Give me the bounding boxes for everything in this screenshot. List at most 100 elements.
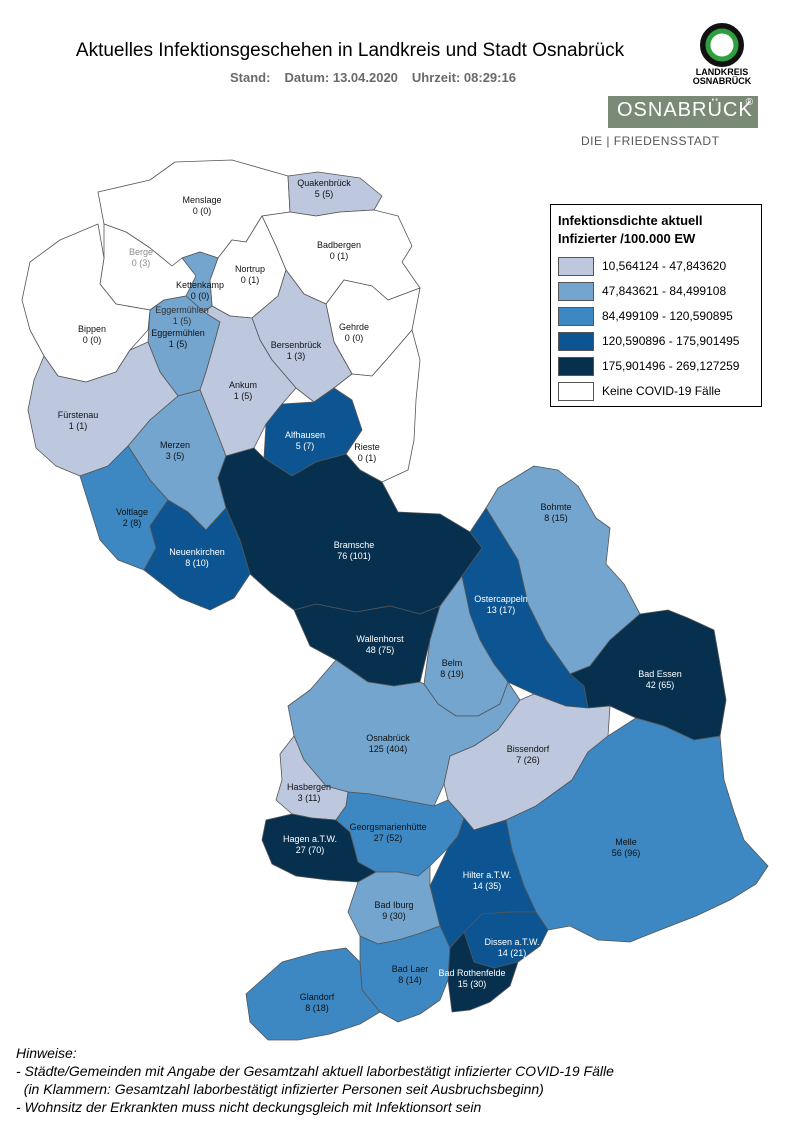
municipality-name-voltlage: Voltlage	[116, 507, 148, 517]
legend-label: Keine COVID-19 Fälle	[602, 384, 721, 398]
region-rieste[interactable]	[333, 329, 421, 483]
legend-item: 175,901496 - 269,127259	[558, 357, 758, 377]
municipality-cases-eggermuehlen_b: 1 (5)	[169, 339, 188, 349]
date-text: Datum: 13.04.2020	[284, 70, 398, 85]
municipality-cases-badlaer: 8 (14)	[398, 975, 422, 985]
legend-item: 84,499109 - 120,590895	[558, 307, 758, 327]
municipality-cases-bramsche: 76 (101)	[337, 551, 371, 561]
municipality-cases-badbergen: 0 (1)	[330, 251, 349, 261]
legend-title-line1: Infektionsdichte aktuell	[558, 213, 703, 228]
legend-swatch	[558, 357, 594, 376]
municipality-cases-alfhausen: 5 (7)	[296, 441, 315, 451]
municipality-name-gehrde: Gehrde	[339, 322, 369, 332]
landkreis-logo-line2: OSNABRÜCK	[692, 76, 752, 86]
stand-label: Stand:	[230, 70, 271, 85]
municipality-cases-bersenbrueck: 1 (3)	[287, 351, 306, 361]
municipality-name-bramsche: Bramsche	[334, 540, 375, 550]
municipality-cases-hilter: 14 (35)	[473, 881, 502, 891]
legend-item: 10,564124 - 47,843620	[558, 257, 758, 277]
legend-item: 120,590896 - 175,901495	[558, 332, 758, 352]
legend-swatch	[558, 307, 594, 326]
municipality-cases-ostercappeln: 13 (17)	[487, 605, 516, 615]
municipality-name-alfhausen: Alfhausen	[285, 430, 325, 440]
municipality-name-dissen: Dissen a.T.W.	[484, 937, 539, 947]
municipality-cases-menslage: 0 (0)	[193, 206, 212, 216]
municipality-name-bersenbrueck: Bersenbrück	[271, 340, 322, 350]
municipality-cases-bohmte: 8 (15)	[544, 513, 568, 523]
municipality-name-badbergen: Badbergen	[317, 240, 361, 250]
municipality-name-eggermuehlen_a: Eggermühlen	[155, 305, 209, 315]
municipality-cases-berge: 0 (3)	[132, 258, 151, 268]
landkreis-ring-icon	[700, 23, 744, 67]
legend-swatch	[558, 257, 594, 276]
municipality-cases-melle: 56 (96)	[612, 848, 641, 858]
municipality-name-berge: Berge	[129, 247, 153, 257]
municipality-cases-hagen: 27 (70)	[296, 845, 325, 855]
municipality-cases-rieste: 0 (1)	[358, 453, 377, 463]
municipality-name-menslage: Menslage	[182, 195, 221, 205]
municipality-cases-merzen: 3 (5)	[166, 451, 185, 461]
time-text: Uhrzeit: 08:29:16	[411, 70, 516, 85]
municipality-cases-hasbergen: 3 (11)	[298, 793, 321, 803]
municipality-cases-fuerstenau: 1 (1)	[69, 421, 88, 431]
municipality-cases-belm: 8 (19)	[440, 669, 464, 679]
municipality-name-hagen: Hagen a.T.W.	[283, 834, 337, 844]
municipality-name-badessen: Bad Essen	[638, 669, 682, 679]
timestamp: Stand: Datum: 13.04.2020 Uhrzeit: 08:29:16	[230, 70, 530, 85]
legend-label: 84,499109 - 120,590895	[602, 309, 733, 323]
legend-swatch	[558, 282, 594, 301]
stadt-logo: OSNABRÜCK ®	[608, 96, 758, 128]
municipality-name-glandorf: Glandorf	[300, 992, 335, 1002]
legend-label: 175,901496 - 269,127259	[602, 359, 740, 373]
municipality-cases-dissen: 14 (21)	[498, 948, 527, 958]
notes-line: (in Klammern: Gesamtzahl laborbestätigt …	[16, 1081, 544, 1097]
municipality-cases-quakenbrueck: 5 (5)	[315, 189, 334, 199]
stadt-logo-text: OSNABRÜCK	[617, 99, 753, 121]
municipality-name-nortrup: Nortrup	[235, 264, 265, 274]
municipality-cases-nortrup: 0 (1)	[241, 275, 260, 285]
legend-swatch	[558, 382, 594, 401]
municipality-name-fuerstenau: Fürstenau	[58, 410, 99, 420]
municipality-name-osnabrueck: Osnabrück	[366, 733, 410, 743]
municipality-cases-ankum: 1 (5)	[234, 391, 253, 401]
region-glandorf[interactable]	[245, 947, 381, 1041]
legend-item: Keine COVID-19 Fälle	[558, 382, 758, 402]
municipality-name-georgsmarienhuette: Georgsmarienhütte	[349, 822, 426, 832]
stadt-logo-mark: ®	[745, 97, 754, 108]
legend-swatch	[558, 332, 594, 351]
page-title: Aktuelles Infektionsgeschehen in Landkre…	[75, 40, 625, 61]
notes-line: - Städte/Gemeinden mit Angabe der Gesamt…	[16, 1063, 614, 1079]
landkreis-logo: LANDKREIS OSNABRÜCK	[686, 22, 758, 86]
municipality-cases-georgsmarienhuette: 27 (52)	[374, 833, 403, 843]
notes-line: - Wohnsitz der Erkrankten muss nicht dec…	[16, 1099, 482, 1115]
municipality-name-badrothenfelde: Bad Rothenfelde	[438, 968, 505, 978]
municipality-name-rieste: Rieste	[354, 442, 380, 452]
legend-title-line2: Infizierter /100.000 EW	[558, 231, 696, 246]
region-bippen[interactable]	[21, 223, 151, 383]
region-bramsche[interactable]	[217, 447, 483, 615]
stadt-slogan: DIE | FRIEDENSSTADT	[581, 134, 720, 148]
municipality-name-ankum: Ankum	[229, 380, 257, 390]
municipality-name-bippen: Bippen	[78, 324, 106, 334]
municipality-name-hasbergen: Hasbergen	[287, 782, 331, 792]
map-legend: Infektionsdichte aktuell Infizierter /10…	[550, 204, 762, 407]
region-badrothenfelde[interactable]	[447, 931, 519, 1013]
legend-label: 47,843621 - 84,499108	[602, 284, 727, 298]
municipality-name-kettenkamp: Kettenkamp	[176, 280, 224, 290]
municipality-cases-voltlage: 2 (8)	[123, 518, 142, 528]
municipality-name-badiburg: Bad Iburg	[374, 900, 413, 910]
legend-label: 120,590896 - 175,901495	[602, 334, 740, 348]
municipality-cases-badiburg: 9 (30)	[382, 911, 406, 921]
municipality-cases-glandorf: 8 (18)	[305, 1003, 329, 1013]
municipality-cases-eggermuehlen_a: 1 (5)	[173, 316, 192, 326]
municipality-name-hilter: Hilter a.T.W.	[463, 870, 512, 880]
notes-heading: Hinweise:	[16, 1045, 77, 1061]
municipality-name-wallenhorst: Wallenhorst	[356, 634, 404, 644]
legend-item: 47,843621 - 84,499108	[558, 282, 758, 302]
municipality-cases-osnabrueck: 125 (404)	[369, 744, 408, 754]
legend-title: Infektionsdichte aktuell Infizierter /10…	[558, 212, 702, 248]
municipality-cases-neuenkirchen: 8 (10)	[185, 558, 209, 568]
municipality-cases-kettenkamp: 0 (0)	[191, 291, 210, 301]
municipality-cases-gehrde: 0 (0)	[345, 333, 364, 343]
